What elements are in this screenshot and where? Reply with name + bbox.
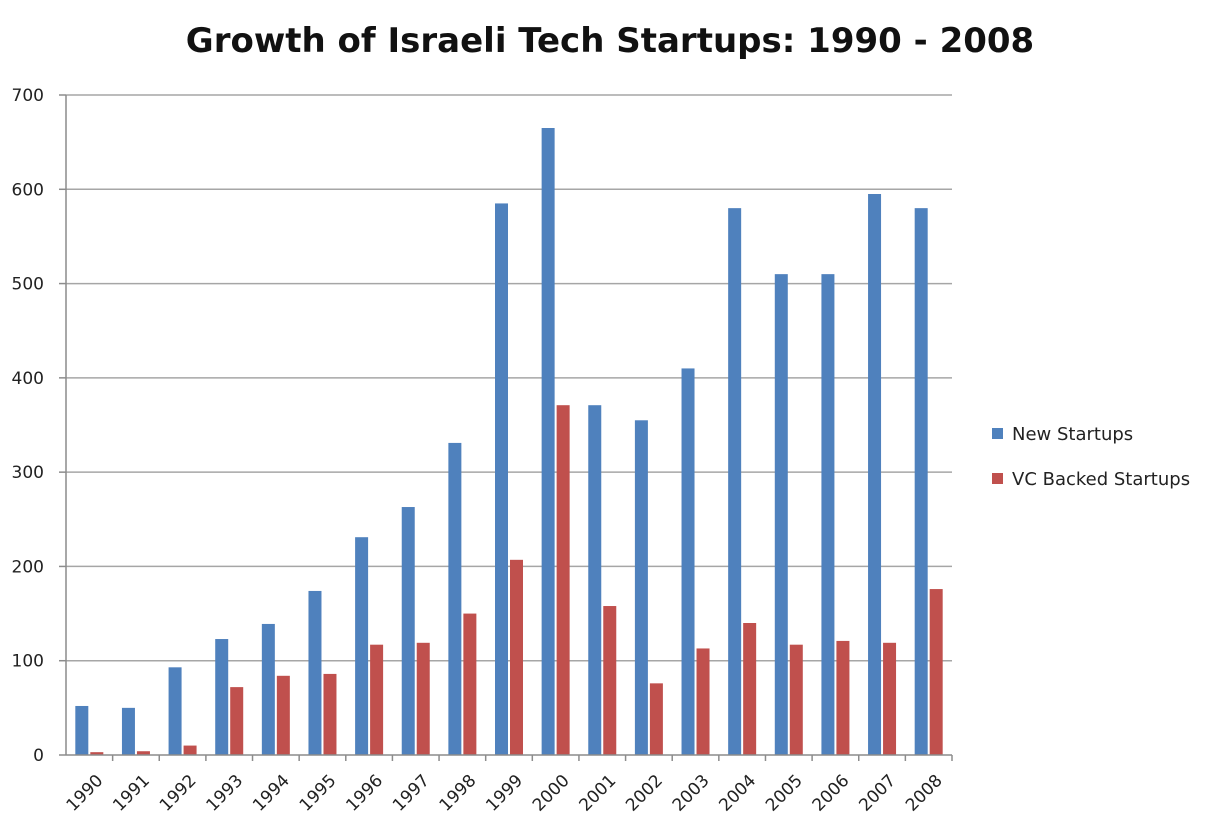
bar-new-startups-1990 (75, 705, 89, 755)
legend-label-new-startups: New Startups (1012, 424, 1133, 445)
x-tick-label: 2001 (576, 771, 621, 816)
x-tick-label: 1991 (109, 771, 154, 816)
x-tick-label: 1992 (156, 771, 201, 816)
x-tick-label: 1994 (249, 771, 294, 816)
bar-new-startups-1992 (168, 667, 182, 755)
bar-vc-backed-startups-1995 (323, 673, 337, 755)
bars (75, 128, 943, 756)
y-tick-label: 200 (12, 557, 44, 577)
bar-vc-backed-startups-2008 (929, 589, 943, 755)
y-tick-label: 500 (12, 275, 44, 295)
x-tick-label: 1997 (389, 771, 434, 816)
y-tick-label: 100 (12, 652, 44, 672)
bar-vc-backed-startups-2004 (743, 623, 757, 755)
x-tick-label: 2008 (902, 771, 947, 816)
bar-new-startups-2006 (821, 274, 835, 755)
x-tick-label: 2003 (669, 771, 714, 816)
x-tick-label: 1996 (342, 771, 387, 816)
bar-vc-backed-startups-1993 (230, 687, 244, 755)
legend-swatch-new-startups (992, 428, 1003, 439)
x-tick-label: 2005 (762, 771, 807, 816)
bar-vc-backed-startups-1992 (183, 745, 197, 755)
bar-vc-backed-startups-2001 (603, 606, 617, 755)
bar-vc-backed-startups-2005 (789, 644, 803, 755)
bar-vc-backed-startups-1998 (463, 613, 477, 755)
x-tick-label: 1999 (482, 771, 527, 816)
bar-new-startups-1994 (261, 623, 275, 755)
bar-vc-backed-startups-2002 (649, 683, 663, 755)
bar-vc-backed-startups-1990 (90, 752, 104, 755)
x-tick-label: 1993 (202, 771, 247, 816)
bar-new-startups-2001 (588, 405, 602, 755)
bar-vc-backed-startups-1994 (276, 675, 290, 755)
bar-vc-backed-startups-1991 (136, 751, 150, 755)
x-tick-label: 2004 (715, 771, 760, 816)
bar-new-startups-2007 (868, 194, 882, 755)
y-tick-label: 0 (33, 746, 44, 766)
bar-new-startups-2000 (541, 128, 555, 755)
bar-new-startups-2003 (681, 368, 695, 755)
y-tick-label: 700 (12, 86, 44, 106)
bar-new-startups-2002 (634, 420, 648, 755)
bar-vc-backed-startups-2006 (836, 640, 850, 755)
legend-swatch-vc-backed-startups (992, 473, 1003, 484)
bar-new-startups-1993 (215, 639, 229, 755)
bar-vc-backed-startups-2003 (696, 648, 710, 755)
bar-new-startups-1991 (121, 707, 135, 755)
legend: New Startups VC Backed Startups (992, 424, 1190, 490)
chart-title: Growth of Israeli Tech Startups: 1990 - … (186, 21, 1034, 61)
bar-vc-backed-startups-2007 (883, 642, 897, 755)
bar-new-startups-1998 (448, 442, 462, 755)
y-tick-label: 400 (12, 369, 44, 389)
y-tick-label: 600 (12, 180, 44, 200)
bar-vc-backed-startups-1999 (510, 559, 523, 755)
bar-vc-backed-startups-2000 (556, 405, 570, 755)
x-tick-label: 2007 (855, 771, 900, 816)
y-tick-label: 300 (12, 463, 44, 483)
x-tick-label: 1998 (436, 771, 481, 816)
bar-new-startups-1999 (495, 203, 508, 755)
x-tick-label: 2002 (622, 771, 667, 816)
bar-new-startups-2008 (914, 208, 928, 756)
legend-label-vc-backed-startups: VC Backed Startups (1012, 469, 1190, 490)
bar-new-startups-1995 (308, 590, 322, 755)
bar-new-startups-2005 (774, 274, 788, 755)
bar-new-startups-1996 (355, 537, 369, 755)
bar-vc-backed-startups-1997 (416, 642, 430, 755)
bar-new-startups-1997 (401, 507, 415, 755)
y-axis-tick-labels: 0 100 200 300 400 500 600 700 (12, 86, 44, 766)
x-tick-label: 1990 (63, 771, 108, 816)
x-tick-label: 1995 (296, 771, 341, 816)
x-tick-label: 2006 (809, 771, 854, 816)
bar-vc-backed-startups-1996 (370, 644, 384, 755)
x-axis-tick-labels: 1990 1991 1992 1993 1994 1995 1996 1997 1998 1999… (63, 771, 947, 816)
gridlines (59, 94, 953, 761)
bar-new-startups-2004 (728, 208, 742, 756)
x-tick-label: 2000 (529, 771, 574, 816)
